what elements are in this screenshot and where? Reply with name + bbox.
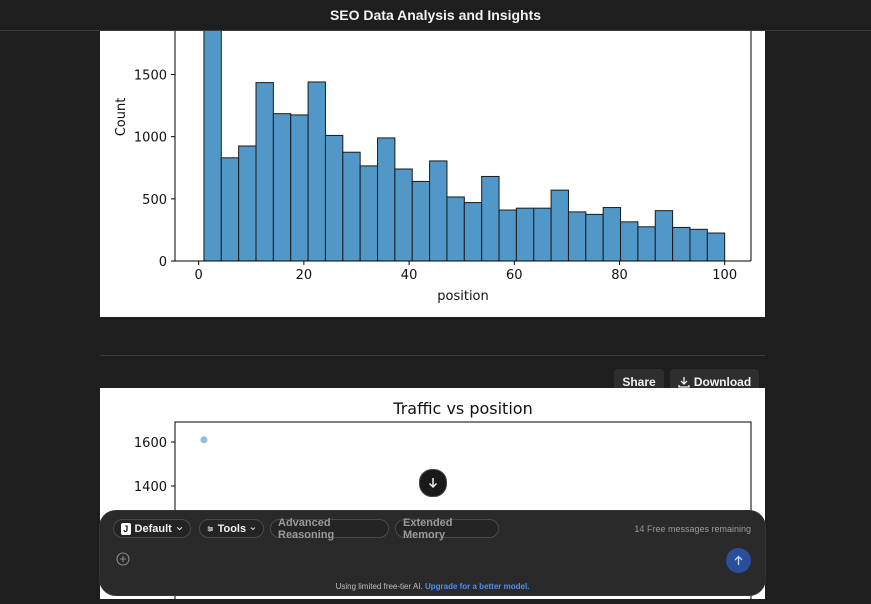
scatter-point [200, 436, 208, 444]
y-tick-label: 0 [159, 255, 167, 270]
y-tick-label: 1000 [134, 131, 167, 146]
x-tick-label: 100 [712, 268, 737, 283]
histogram-bar [411, 180, 431, 262]
sliders-icon [207, 525, 213, 532]
y-tick-label: 500 [142, 193, 167, 208]
histogram-bar [689, 228, 708, 262]
arrow-up-icon [734, 555, 743, 565]
histogram-bar [342, 151, 361, 262]
histogram-bar [290, 114, 309, 262]
histogram-bar [672, 226, 691, 262]
extended-memory-label: Extended Memory [403, 516, 453, 541]
histogram-bar [377, 137, 396, 262]
x-tick-label: 20 [296, 268, 313, 283]
x-tick-label: 80 [611, 268, 628, 283]
histogram-bar [620, 221, 639, 262]
tools-label: Tools [217, 522, 247, 535]
model-select-chip[interactable]: J Default [113, 519, 191, 538]
histogram-bar [515, 207, 535, 262]
histogram-bar [255, 82, 274, 262]
histogram-bar [463, 202, 483, 262]
send-button[interactable] [726, 548, 751, 573]
histogram-bar [498, 209, 517, 262]
x-axis-label: position [437, 289, 489, 304]
chevron-down-icon [176, 526, 183, 531]
messages-remaining-count: 14 [634, 524, 645, 534]
scatter-title: Traffic vs position [392, 399, 532, 418]
histogram-bar [550, 189, 569, 262]
histogram-bar [446, 196, 465, 262]
histogram-bar [203, 28, 222, 262]
scroll-down-button[interactable] [419, 469, 447, 497]
y-tick-label: 1600 [134, 436, 167, 451]
footer-note: Using limited free-tier AI. Upgrade for … [100, 582, 765, 591]
model-badge-icon: J [121, 522, 131, 535]
arrow-down-icon [429, 478, 437, 488]
histogram-bar [585, 213, 604, 262]
histogram-bar [238, 145, 257, 262]
histogram-bar [307, 81, 326, 262]
section-divider [100, 355, 765, 356]
histogram-bar [481, 175, 500, 262]
histogram-bar [533, 207, 552, 262]
share-label: Share [622, 374, 656, 389]
chevron-down-icon [250, 527, 256, 531]
tools-chip[interactable]: Tools [199, 519, 264, 538]
download-icon [678, 376, 690, 388]
histogram-bar [394, 168, 413, 262]
top-bar: SEO Data Analysis and Insights [0, 0, 871, 31]
model-select-label: Default [134, 522, 172, 535]
footer-note-text: Using limited free-tier AI. [335, 582, 423, 591]
histogram-bar [429, 160, 448, 262]
download-label: Download [693, 374, 752, 389]
histogram-bar [602, 207, 622, 262]
y-tick-label: 1400 [134, 480, 167, 495]
extended-memory-toggle[interactable]: Extended Memory [395, 516, 499, 541]
y-axis-label: Count [114, 98, 129, 137]
histogram-bar [220, 157, 240, 262]
histogram-bar [567, 211, 587, 262]
messages-remaining: 14 Free messages remaining [634, 524, 751, 534]
advanced-reasoning-toggle[interactable]: Advanced Reasoning [270, 516, 389, 541]
x-tick-label: 60 [506, 268, 523, 283]
y-tick-label: 1500 [134, 69, 167, 84]
histogram-bar [654, 210, 674, 262]
histogram-chart-panel: 0 20 40 60 80 100 0 500 1000 1500 position Count [100, 28, 765, 317]
histogram-bar [324, 134, 344, 262]
upgrade-link[interactable]: Upgrade for a better model. [424, 582, 530, 591]
histogram-bar [706, 232, 726, 262]
histogram-bar [359, 165, 379, 262]
x-tick-label: 40 [401, 268, 418, 283]
x-tick-label: 0 [195, 268, 203, 283]
histogram-bar [272, 113, 292, 262]
page-title: SEO Data Analysis and Insights [329, 7, 542, 23]
histogram-bar [637, 226, 656, 262]
advanced-reasoning-label: Advanced Reasoning [278, 516, 335, 541]
add-attachment-icon[interactable] [116, 552, 130, 566]
messages-remaining-text: Free messages remaining [646, 524, 751, 534]
message-composer: J Default Tools Advanced Reasoning Exten… [100, 511, 765, 595]
